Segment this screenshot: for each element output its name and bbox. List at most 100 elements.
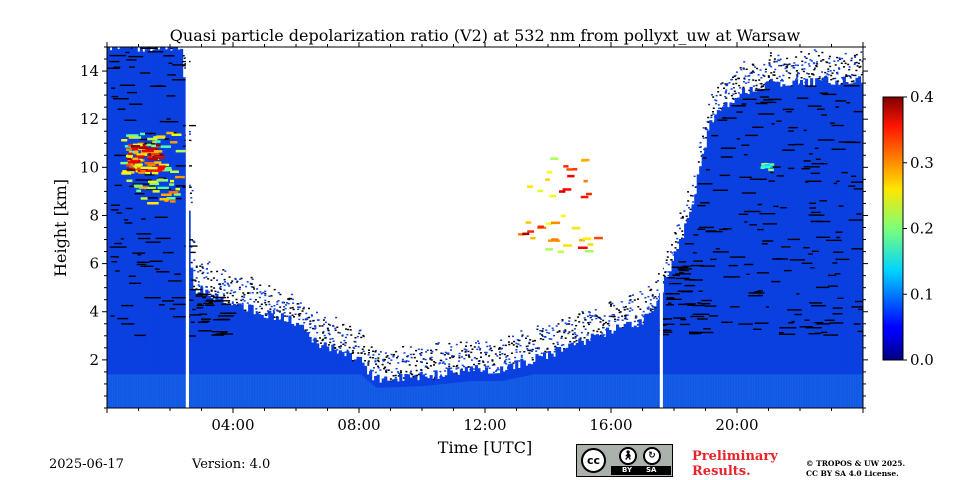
boundary-layer-band [376, 387, 380, 408]
speckle [308, 323, 311, 325]
speckle [184, 67, 187, 69]
speckle [193, 241, 196, 243]
signal-column [202, 296, 206, 408]
dark-streak [684, 284, 696, 287]
signal-column [585, 339, 589, 408]
speckle [647, 295, 650, 298]
feature-scattered-high [559, 190, 566, 193]
speckle [829, 70, 832, 72]
dark-streak [856, 213, 862, 215]
dark-streak [788, 322, 794, 324]
boundary-layer-band [606, 374, 610, 408]
dark-streak [853, 323, 861, 325]
dark-streak [156, 271, 170, 273]
speckle [843, 66, 845, 68]
dark-streak [678, 261, 687, 263]
speckle [241, 295, 244, 298]
speckle [377, 365, 379, 368]
dark-streak [117, 108, 126, 110]
speckle [519, 351, 522, 353]
dark-streak [757, 294, 763, 297]
speckle [774, 68, 777, 71]
speckle [801, 60, 804, 63]
dark-streak [743, 154, 748, 156]
speckle [250, 283, 253, 285]
speckle [394, 377, 397, 379]
feature-scattered-high [582, 237, 592, 240]
dark-streak [760, 88, 770, 91]
cc-license-badge[interactable]: cc 🚶︎ ↻ BY SA [576, 444, 673, 477]
feature-cirrus [166, 131, 174, 135]
speckle [637, 298, 639, 300]
feature-cirrus [160, 145, 171, 148]
speckle [382, 360, 385, 362]
speckle [403, 377, 405, 379]
speckle [475, 342, 477, 344]
speckle [595, 317, 598, 320]
boundary-layer-band [107, 374, 111, 408]
feature-cirrus-core [140, 169, 147, 172]
boundary-layer-band [550, 374, 554, 408]
speckle [344, 344, 347, 347]
signal-column [744, 93, 748, 408]
speckle [828, 55, 831, 58]
data-gap [185, 47, 189, 408]
dark-streak [719, 228, 729, 231]
speckle [342, 323, 345, 326]
speckle [531, 359, 534, 361]
dark-streak [754, 89, 764, 91]
speckle [272, 310, 275, 312]
speckle [514, 360, 516, 363]
speckle [778, 75, 781, 78]
speckle [681, 230, 684, 232]
speckle [568, 320, 571, 322]
boundary-layer-band [817, 374, 821, 408]
speckle [374, 360, 377, 363]
dark-streak [759, 213, 776, 215]
speckle [504, 344, 507, 347]
speckle [247, 292, 249, 294]
dark-streak [709, 315, 718, 317]
boundary-layer-band [709, 374, 713, 408]
speckle [269, 308, 272, 310]
speckle [256, 288, 259, 290]
speckle [367, 360, 370, 362]
speckle [802, 70, 805, 73]
speckle [775, 60, 778, 63]
dark-streak [757, 203, 762, 206]
boundary-layer-band [152, 374, 156, 408]
speckle [273, 311, 276, 313]
speckle [420, 352, 423, 354]
boundary-layer-band [822, 374, 826, 408]
boundary-layer-band [598, 374, 602, 408]
feature-cirrus [128, 136, 136, 139]
dark-streak [816, 286, 830, 289]
boundary-layer-band [434, 384, 438, 408]
dark-streak [829, 322, 844, 324]
signal-column [114, 47, 118, 408]
dark-streak [811, 305, 826, 307]
speckle [278, 311, 281, 313]
dark-streak [109, 60, 120, 63]
boundary-layer-band [593, 374, 597, 408]
speckle [259, 305, 262, 308]
boundary-layer-band [575, 374, 579, 408]
y-tick-label: 2 [89, 351, 99, 369]
speckle [613, 315, 616, 318]
boundary-layer-band [406, 386, 410, 408]
speckle [446, 352, 448, 355]
boundary-layer-band [273, 374, 277, 408]
speckle [444, 351, 447, 354]
boundary-layer-band [747, 374, 751, 408]
boundary-layer-band [137, 374, 141, 408]
speckle [414, 364, 417, 367]
boundary-layer-band [633, 374, 637, 408]
boundary-layer-band [386, 387, 390, 408]
boundary-layer-band [245, 374, 249, 408]
speckle [647, 286, 650, 288]
dark-streak [771, 280, 781, 283]
boundary-layer-band [228, 374, 232, 408]
speckle [316, 311, 318, 314]
speckle [268, 295, 271, 297]
dark-streak [698, 183, 713, 185]
